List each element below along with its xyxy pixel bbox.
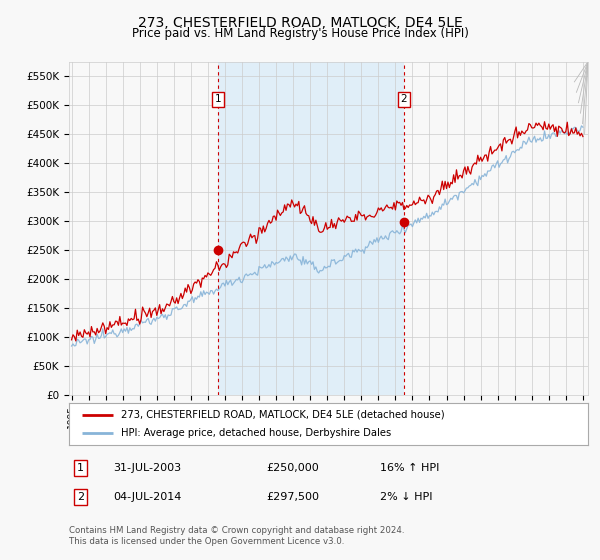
Text: Contains HM Land Registry data © Crown copyright and database right 2024.
This d: Contains HM Land Registry data © Crown c…: [69, 526, 404, 546]
Text: 16% ↑ HPI: 16% ↑ HPI: [380, 463, 440, 473]
Text: 31-JUL-2003: 31-JUL-2003: [113, 463, 181, 473]
Text: 273, CHESTERFIELD ROAD, MATLOCK, DE4 5LE (detached house): 273, CHESTERFIELD ROAD, MATLOCK, DE4 5LE…: [121, 410, 445, 420]
Text: £297,500: £297,500: [266, 492, 319, 502]
Text: 2: 2: [77, 492, 84, 502]
Text: 1: 1: [214, 94, 221, 104]
Text: £250,000: £250,000: [266, 463, 319, 473]
Text: 2: 2: [401, 94, 407, 104]
Text: Price paid vs. HM Land Registry's House Price Index (HPI): Price paid vs. HM Land Registry's House …: [131, 27, 469, 40]
Text: HPI: Average price, detached house, Derbyshire Dales: HPI: Average price, detached house, Derb…: [121, 428, 391, 438]
Text: 1: 1: [77, 463, 84, 473]
Text: 2% ↓ HPI: 2% ↓ HPI: [380, 492, 433, 502]
Text: 273, CHESTERFIELD ROAD, MATLOCK, DE4 5LE: 273, CHESTERFIELD ROAD, MATLOCK, DE4 5LE: [137, 16, 463, 30]
Bar: [218, 62, 404, 395]
Text: 04-JUL-2014: 04-JUL-2014: [113, 492, 181, 502]
